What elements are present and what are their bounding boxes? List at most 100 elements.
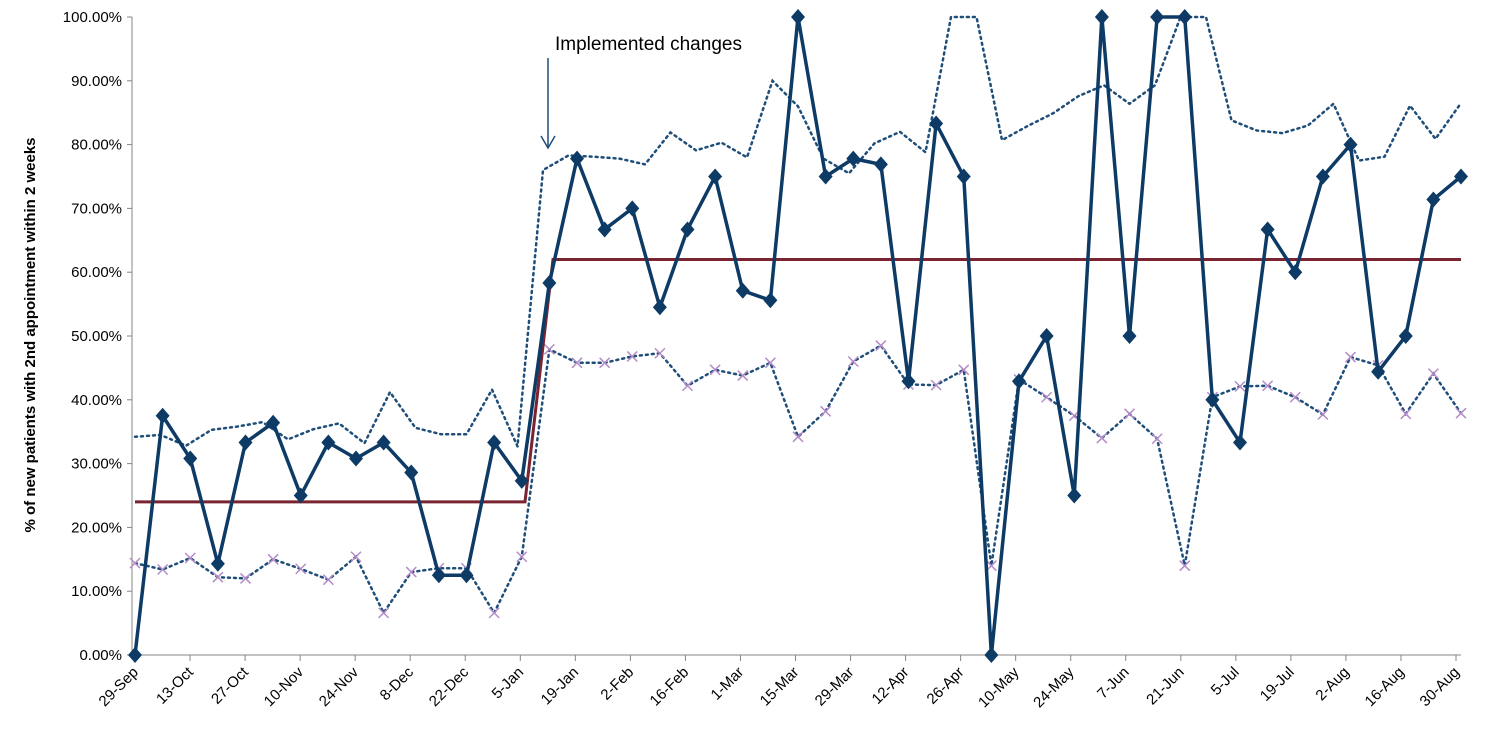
observed-point bbox=[818, 168, 833, 185]
observed-point bbox=[1233, 434, 1247, 451]
observed-point bbox=[846, 150, 861, 167]
y-tick-label: 90.00% bbox=[71, 73, 122, 90]
lower-limit-point bbox=[212, 571, 224, 583]
x-tick-label: 30-Aug bbox=[1417, 664, 1463, 710]
x-tick-label: 24-Nov bbox=[316, 663, 363, 710]
x-tick-label: 12-Apr bbox=[869, 664, 913, 708]
y-tick-label: 70.00% bbox=[71, 200, 122, 217]
observed-point bbox=[1177, 9, 1192, 25]
observed-point bbox=[1343, 136, 1358, 153]
observed-point bbox=[873, 156, 888, 173]
observed-point bbox=[1426, 191, 1441, 208]
x-tick-label: 16-Aug bbox=[1362, 664, 1408, 710]
y-tick-label: 10.00% bbox=[71, 583, 122, 600]
observed-point bbox=[570, 150, 584, 167]
upper-limit-line bbox=[133, 15, 1463, 452]
observed-point bbox=[763, 292, 778, 309]
observed-point bbox=[597, 221, 612, 238]
observed-point bbox=[1454, 168, 1468, 185]
x-tick-labels: 29-Sep 13-Oct 27-Oct 10-Nov 24-Nov 8-Dec 22-De… bbox=[96, 663, 1463, 711]
annotation-group: Implemented changes bbox=[540, 34, 742, 150]
lower-limit-point bbox=[1179, 560, 1191, 572]
observed-point bbox=[266, 414, 281, 431]
observed-point bbox=[652, 299, 667, 316]
observed-point bbox=[514, 472, 529, 489]
lower-limit-point bbox=[764, 357, 776, 369]
upper-limit-series bbox=[133, 15, 1463, 452]
lower-limit-point bbox=[350, 551, 362, 563]
observed-point bbox=[791, 9, 805, 25]
observed-point bbox=[1371, 363, 1386, 380]
observed-point bbox=[1150, 9, 1165, 25]
y-tick-label: 20.00% bbox=[71, 519, 122, 536]
observed-point bbox=[735, 282, 750, 299]
observed-point bbox=[431, 567, 446, 584]
mean-series bbox=[135, 257, 1461, 504]
y-tick-labels: 0.00% 10.00% 20.00% 30.00% 40.00% 50.00% 60.00… bbox=[63, 9, 122, 664]
mean-line bbox=[135, 257, 1461, 504]
x-tick-label: 1-Mar bbox=[708, 664, 748, 704]
lower-limit-point bbox=[295, 563, 307, 575]
observed-point bbox=[1094, 9, 1109, 25]
lower-limit-point bbox=[875, 340, 887, 352]
observed-point bbox=[901, 373, 916, 390]
observed-point bbox=[404, 464, 419, 481]
x-tick-label: 2-Aug bbox=[1312, 664, 1352, 704]
lower-limit-point bbox=[543, 343, 555, 355]
observed-point bbox=[1067, 487, 1082, 504]
observed-point bbox=[128, 647, 142, 663]
observed-point bbox=[708, 168, 723, 185]
lower-limit-point bbox=[1344, 351, 1357, 363]
observed-point bbox=[459, 567, 474, 584]
x-tick-label: 29-Mar bbox=[812, 664, 858, 710]
lower-limit-point bbox=[239, 572, 252, 584]
observed-point bbox=[625, 200, 640, 217]
lower-limit-point bbox=[1123, 408, 1136, 420]
x-tick-label: 19-Jul bbox=[1257, 664, 1298, 705]
observed-point bbox=[487, 434, 502, 451]
lower-limit-point bbox=[322, 574, 334, 586]
y-tick-label: 60.00% bbox=[71, 264, 122, 281]
x-tick-label: 19-Jan bbox=[538, 664, 582, 708]
y-axis-title: % of new patients with 2nd appointment w… bbox=[22, 137, 39, 532]
x-tick-label: 21-Jun bbox=[1143, 664, 1187, 708]
lower-limit-point bbox=[378, 607, 390, 619]
lower-limit-point bbox=[516, 551, 528, 563]
lower-limit-point bbox=[1400, 408, 1412, 420]
x-tick-label: 26-Apr bbox=[924, 664, 968, 708]
lower-limit-point bbox=[930, 379, 942, 391]
x-tick-label: 24-May bbox=[1030, 663, 1078, 711]
y-tick-label: 30.00% bbox=[71, 456, 122, 473]
x-tick-label: 8-Dec bbox=[377, 663, 418, 704]
observed-point bbox=[1039, 328, 1054, 344]
lower-limit-point bbox=[488, 607, 500, 619]
lower-limit-point bbox=[958, 364, 970, 376]
lower-limit-point bbox=[184, 552, 196, 564]
lower-limit-point bbox=[847, 355, 859, 368]
observed-point bbox=[1205, 391, 1220, 408]
observed-point bbox=[321, 434, 336, 451]
observed-point bbox=[929, 115, 944, 132]
observed-point bbox=[1315, 168, 1330, 185]
lower-limit-point bbox=[792, 431, 804, 443]
x-tick-label: 22-Dec bbox=[426, 663, 473, 710]
x-tick-label: 10-Nov bbox=[261, 663, 308, 710]
lower-limit-point bbox=[267, 553, 279, 565]
observed-point bbox=[376, 434, 391, 451]
x-tick-label: 10-May bbox=[975, 663, 1023, 711]
lower-limit-point bbox=[1427, 368, 1439, 380]
observed-point bbox=[984, 647, 999, 663]
lower-limit-series bbox=[129, 340, 1467, 619]
x-tick-label: 5-Jul bbox=[1208, 664, 1243, 699]
lower-limit-point bbox=[1096, 432, 1108, 444]
lower-limit-point bbox=[626, 350, 638, 362]
x-tick-label: 15-Mar bbox=[757, 664, 803, 710]
lower-limit-point bbox=[1289, 391, 1301, 403]
annotation-implemented-changes: Implemented changes bbox=[555, 34, 742, 55]
observed-point bbox=[680, 221, 695, 238]
lower-limit-point bbox=[820, 405, 832, 417]
annotation-arrow-head bbox=[540, 135, 556, 150]
y-tick-label: 50.00% bbox=[71, 328, 122, 345]
y-tick-label: 100.00% bbox=[63, 9, 122, 26]
